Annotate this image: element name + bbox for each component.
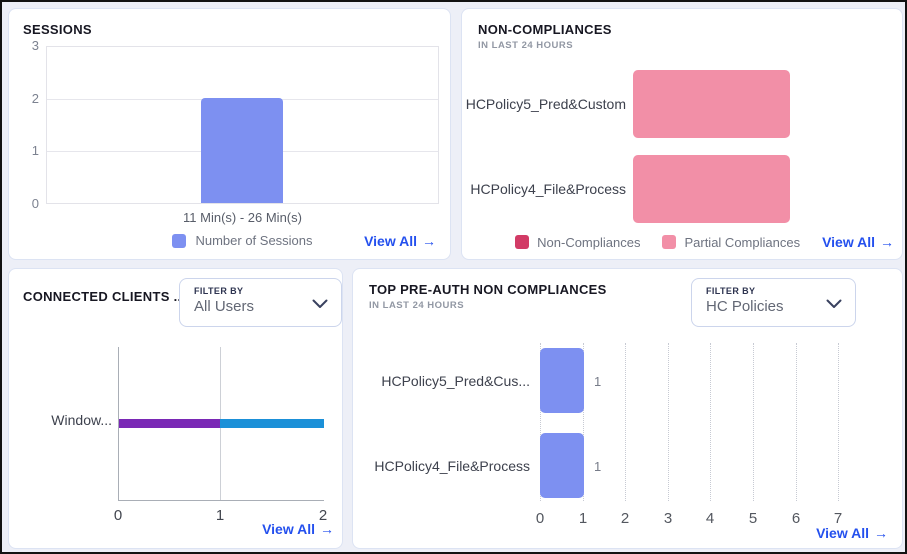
- connected-clients-panel-title: CONNECTED CLIENTS ...: [23, 289, 186, 304]
- gridline: [710, 343, 711, 501]
- non-compliances-footer: Non-Compliances Partial Compliances View…: [462, 234, 894, 250]
- bar-value-label: 1: [594, 374, 602, 389]
- gridline: [540, 343, 541, 501]
- chevron-down-icon: [826, 299, 842, 308]
- arrow-right-icon: →: [874, 525, 888, 541]
- filter-by-dropdown-users[interactable]: FILTER BY All Users: [179, 278, 342, 327]
- y-axis-tick: 3: [31, 38, 39, 53]
- connected-clients-panel: CONNECTED CLIENTS ... FILTER BY All User…: [8, 268, 343, 549]
- arrow-right-icon: →: [422, 233, 436, 249]
- pre-auth-bar: [540, 433, 584, 498]
- pre-auth-bar: [540, 348, 584, 413]
- x-axis-tick: 7: [833, 510, 843, 527]
- x-axis-tick: 0: [535, 510, 545, 527]
- x-axis-line: [118, 500, 324, 501]
- filter-selected-value: All Users: [194, 298, 255, 315]
- x-axis-tick: 3: [663, 510, 673, 527]
- sessions-legend: Number of Sessions: [46, 233, 439, 248]
- stacked-bar-segment-cyan: [220, 419, 324, 428]
- filter-by-dropdown-policies[interactable]: FILTER BY HC Policies: [691, 278, 856, 327]
- bar-category-label: HCPolicy4_File&Process: [470, 181, 626, 197]
- gridline: [753, 343, 754, 501]
- gridline: [796, 343, 797, 501]
- gridline: [583, 343, 584, 501]
- connected-clients-view-all-link[interactable]: View All →: [262, 521, 334, 537]
- arrow-right-icon: →: [880, 234, 894, 250]
- y-axis-tick: 2: [31, 91, 39, 106]
- view-all-label: View All: [822, 234, 875, 250]
- sessions-panel: SESSIONS 3 2 1 0 11 Min(s) - 26 Min(s) N…: [8, 8, 451, 260]
- non-compliances-panel: NON-COMPLIANCES IN LAST 24 HOURS HCPolic…: [461, 8, 903, 260]
- legend-label: Partial Compliances: [684, 234, 801, 250]
- bar-category-label: HCPolicy5_Pred&Custom: [465, 96, 626, 112]
- legend-item-partial-compliances: Partial Compliances: [662, 235, 800, 250]
- partial-compliances-bar: [633, 155, 790, 223]
- sessions-panel-title: SESSIONS: [23, 22, 92, 37]
- x-axis-tick: 1: [215, 507, 225, 524]
- stacked-bar-segment-purple: [119, 419, 220, 428]
- legend-swatch-blue: [172, 233, 187, 248]
- x-axis-tick: 4: [705, 510, 715, 527]
- non-compliances-panel-title: NON-COMPLIANCES: [478, 22, 612, 37]
- bar-value-label: 1: [594, 459, 602, 474]
- view-all-label: View All: [262, 521, 315, 537]
- bar-category-label: HCPolicy4_File&Process: [374, 458, 530, 474]
- non-compliances-view-all-link[interactable]: View All →: [822, 234, 894, 250]
- x-axis-tick: 0: [113, 507, 123, 524]
- view-all-label: View All: [364, 233, 417, 249]
- legend-label: Number of Sessions: [195, 233, 313, 248]
- view-all-label: View All: [816, 525, 869, 541]
- gridline: [838, 343, 839, 501]
- arrow-right-icon: →: [320, 521, 334, 537]
- x-axis-tick: 1: [578, 510, 588, 527]
- top-pre-auth-panel: TOP PRE-AUTH NON COMPLIANCES IN LAST 24 …: [352, 268, 903, 549]
- sessions-bar: [201, 98, 283, 203]
- partial-compliances-bar: [633, 70, 790, 138]
- non-compliances-panel-subtitle: IN LAST 24 HOURS: [478, 40, 574, 51]
- legend-swatch-crimson: [515, 235, 530, 249]
- x-axis-category-label: 11 Min(s) - 26 Min(s): [183, 210, 302, 225]
- sessions-view-all-link[interactable]: View All →: [364, 233, 436, 249]
- top-pre-auth-view-all-link[interactable]: View All →: [816, 525, 888, 541]
- gridline: [625, 343, 626, 501]
- x-axis-tick: 2: [318, 507, 328, 524]
- x-axis-tick: 6: [791, 510, 801, 527]
- filter-by-label: FILTER BY: [706, 286, 756, 296]
- x-axis-tick: 5: [748, 510, 758, 527]
- bar-category-label: HCPolicy5_Pred&Cus...: [381, 373, 530, 389]
- legend-item-non-compliances: Non-Compliances: [515, 235, 640, 250]
- top-pre-auth-panel-subtitle: IN LAST 24 HOURS: [369, 300, 465, 311]
- x-axis-tick: 2: [620, 510, 630, 527]
- filter-by-label: FILTER BY: [194, 286, 244, 296]
- filter-selected-value: HC Policies: [706, 298, 784, 315]
- legend-label: Non-Compliances: [537, 234, 641, 250]
- bar-category-label: Window...: [51, 412, 112, 428]
- y-axis-tick: 1: [31, 143, 39, 158]
- top-pre-auth-panel-title: TOP PRE-AUTH NON COMPLIANCES: [369, 282, 607, 297]
- chevron-down-icon: [312, 299, 328, 308]
- gridline: [668, 343, 669, 501]
- y-axis-line: [118, 347, 119, 501]
- legend-swatch-pink: [662, 235, 677, 249]
- y-axis-tick: 0: [31, 196, 39, 211]
- sessions-plot-area: [46, 46, 439, 204]
